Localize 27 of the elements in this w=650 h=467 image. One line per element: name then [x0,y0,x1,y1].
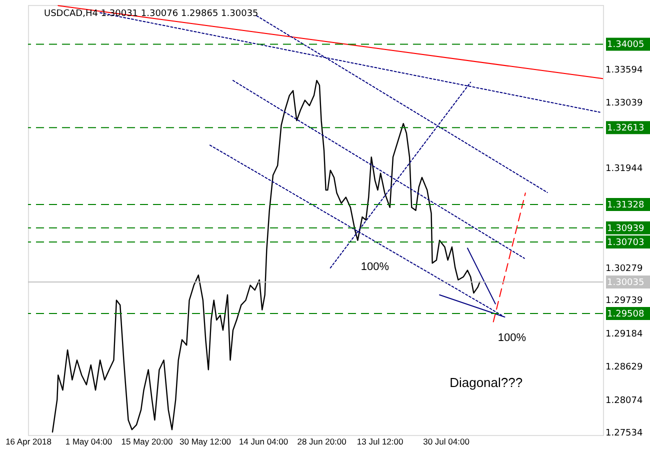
y-tick-label: 1.33039 [606,98,643,109]
y-tick-label: 1.28629 [606,362,643,373]
ref-line-label: 1.31328 [607,200,644,211]
y-tick-label: 1.29739 [606,296,643,306]
x-tick-label: 15 May 20:00 [121,436,174,446]
x-tick-label: 1 May 04:00 [65,436,112,446]
y-tick-label: 1.33594 [606,65,643,76]
x-tick-label: 16 Apr 2018 [6,436,52,446]
x-tick-label: 28 Jun 20:00 [297,436,347,446]
ref-line-label: 1.30703 [607,238,644,248]
ref-line-label: 1.30939 [607,224,644,234]
annotation: 100% [498,332,526,344]
annotation: Diagonal??? [450,375,523,390]
ref-line-label: 1.29508 [607,310,644,320]
y-tick-label: 1.28074 [606,396,643,406]
ref-line-label: 1.32613 [607,124,644,134]
x-tick-label: 14 Jun 04:00 [238,436,288,446]
y-tick-label: 1.29184 [606,329,643,340]
ref-line-label: 1.30035 [607,278,644,288]
y-tick-label: 1.30279 [606,264,643,274]
x-tick-label: 13 Jul 12:00 [356,436,404,446]
y-tick-label: 1.31944 [606,164,643,174]
x-tick-label: 30 May 12:00 [180,436,232,446]
y-tick-label: 1.27534 [606,428,643,438]
annotation: 100% [360,261,390,273]
ref-line-label: 1.34005 [607,40,644,50]
x-tick-label: 30 Jul 04:00 [423,436,470,446]
